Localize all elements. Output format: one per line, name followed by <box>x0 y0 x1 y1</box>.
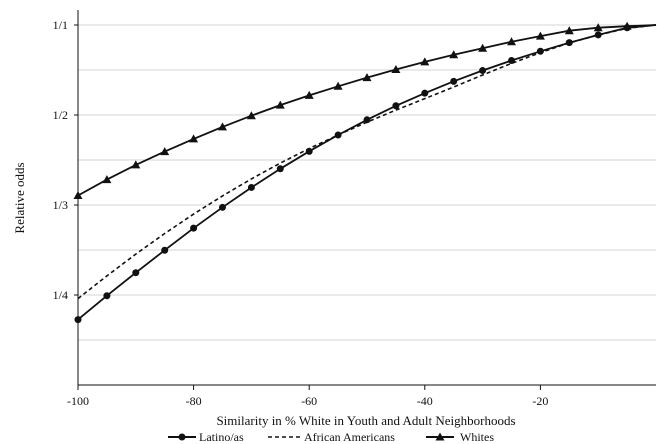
point-whites-19 <box>622 21 632 30</box>
legend-label-african-americans: African Americans <box>304 430 395 444</box>
x-tick-label-4: -20 <box>532 394 548 408</box>
legend-label-whites: Whites <box>460 430 494 444</box>
legend: Latino/as African Americans Whites <box>168 430 494 444</box>
series-line-african-americans <box>77 24 657 300</box>
point-latino-as-0 <box>74 316 82 324</box>
legend-marker-latinoas <box>178 433 186 441</box>
y-tick-label-0: 1/1 <box>53 18 68 32</box>
point-whites-17 <box>564 26 574 35</box>
x-axis-ticks: -100 -80 -60 -40 -20 <box>67 385 548 408</box>
point-latino-as-5 <box>219 203 226 211</box>
point-latino-as-13 <box>450 77 458 85</box>
point-latino-as-1 <box>103 292 111 300</box>
point-whites-14 <box>478 43 488 52</box>
legend-marker-whites <box>435 432 445 441</box>
point-whites-11 <box>391 65 401 73</box>
axes <box>77 10 656 386</box>
point-whites-6 <box>246 111 256 120</box>
series-whites <box>73 21 657 199</box>
point-latino-as-4 <box>190 224 198 232</box>
point-whites-8 <box>304 90 314 99</box>
legend-entry-latinoas: Latino/as <box>168 430 244 444</box>
y-tick-label-3: 1/4 <box>53 288 68 302</box>
series-layer <box>73 21 657 324</box>
x-tick-label-2: -60 <box>301 394 317 408</box>
point-latino-as-6 <box>247 183 255 191</box>
series-latino-as <box>74 24 657 324</box>
series-line-whites <box>77 24 657 197</box>
y-axis-ticks: 1/1 1/2 1/3 1/4 <box>53 18 78 302</box>
point-latino-as-10 <box>363 116 371 124</box>
point-latino-as-16 <box>536 47 544 55</box>
x-axis-title: Similarity in % White in Youth and Adult… <box>216 413 515 428</box>
point-whites-4 <box>189 134 199 143</box>
point-whites-0 <box>73 191 83 199</box>
point-whites-3 <box>160 147 170 156</box>
point-latino-as-14 <box>479 67 487 75</box>
point-whites-1 <box>102 175 112 184</box>
point-latino-as-7 <box>276 165 284 173</box>
point-whites-15 <box>507 37 516 46</box>
point-whites-9 <box>333 81 343 90</box>
point-latino-as-17 <box>565 39 573 47</box>
point-latino-as-12 <box>421 89 429 97</box>
x-tick-label-1: -80 <box>186 394 202 408</box>
series-african-americans <box>77 24 657 300</box>
series-line-latino-as <box>77 24 657 321</box>
point-whites-5 <box>218 122 227 131</box>
y-tick-label-1: 1/2 <box>53 108 68 122</box>
x-tick-label-0: -100 <box>67 394 89 408</box>
point-whites-16 <box>535 31 545 40</box>
point-whites-2 <box>131 160 141 169</box>
legend-label-latinoas: Latino/as <box>199 430 244 444</box>
point-latino-as-3 <box>161 246 169 254</box>
point-whites-12 <box>420 57 430 66</box>
point-whites-10 <box>362 73 372 82</box>
legend-entry-african-americans: African Americans <box>268 430 395 444</box>
point-latino-as-18 <box>594 31 602 39</box>
y-axis-title: Relative odds <box>12 162 27 233</box>
legend-entry-whites: Whites <box>426 430 494 444</box>
x-tick-label-3: -40 <box>417 394 433 408</box>
point-latino-as-11 <box>392 102 400 110</box>
point-whites-13 <box>449 50 459 59</box>
y-tick-label-2: 1/3 <box>53 198 68 212</box>
point-latino-as-2 <box>132 269 140 277</box>
point-whites-18 <box>593 23 603 32</box>
point-whites-7 <box>275 100 285 109</box>
